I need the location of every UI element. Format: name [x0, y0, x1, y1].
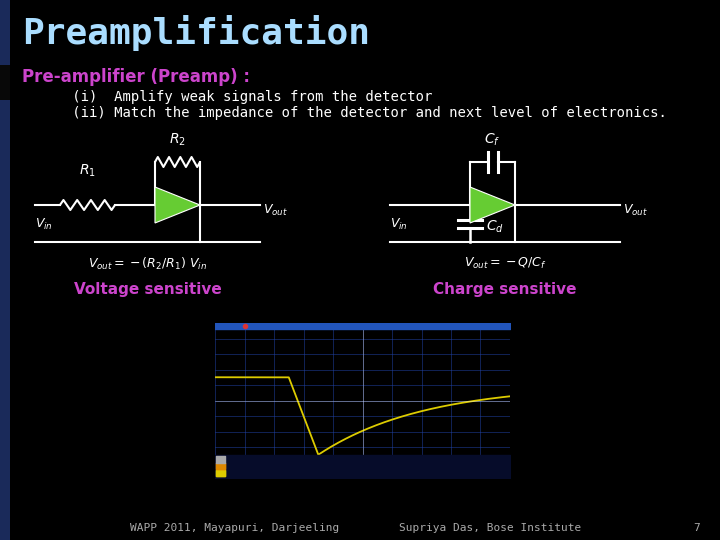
Bar [0, 0, 10, 540]
Text: WAPP 2011, Mayapuri, Darjeeling: WAPP 2011, Mayapuri, Darjeeling [130, 523, 340, 533]
Text: $V_{out} = -(R_2/R_1)\ V_{in}$: $V_{out} = -(R_2/R_1)\ V_{in}$ [88, 256, 207, 272]
Text: Preamplification: Preamplification [22, 15, 370, 51]
Text: Pre-amplifier (Preamp) :: Pre-amplifier (Preamp) : [22, 68, 250, 86]
Text: 7: 7 [693, 523, 700, 533]
Polygon shape [470, 187, 515, 223]
Text: (i)  Amplify weak signals from the detector: (i) Amplify weak signals from the detect… [22, 90, 433, 104]
Text: Voltage sensitive: Voltage sensitive [73, 282, 221, 297]
Text: Charge sensitive: Charge sensitive [433, 282, 577, 297]
Text: $C_d$: $C_d$ [486, 218, 504, 235]
Text: $R_1$: $R_1$ [79, 163, 96, 179]
Text: $V_{in}$: $V_{in}$ [35, 217, 53, 232]
Text: (ii) Match the impedance of the detector and next level of electronics.: (ii) Match the impedance of the detector… [22, 106, 667, 120]
Text: $V_{in}$: $V_{in}$ [390, 217, 408, 232]
Text: $V_{out}$: $V_{out}$ [623, 202, 648, 218]
Text: $V_{out} = -Q/C_f$: $V_{out} = -Q/C_f$ [464, 256, 546, 271]
Bar [0, 65, 10, 100]
Text: Supriya Das, Bose Institute: Supriya Das, Bose Institute [399, 523, 581, 533]
Text: $C_f$: $C_f$ [485, 132, 500, 148]
Text: $R_2$: $R_2$ [169, 132, 186, 148]
Text: $V_{out}$: $V_{out}$ [263, 202, 288, 218]
Polygon shape [155, 187, 200, 223]
